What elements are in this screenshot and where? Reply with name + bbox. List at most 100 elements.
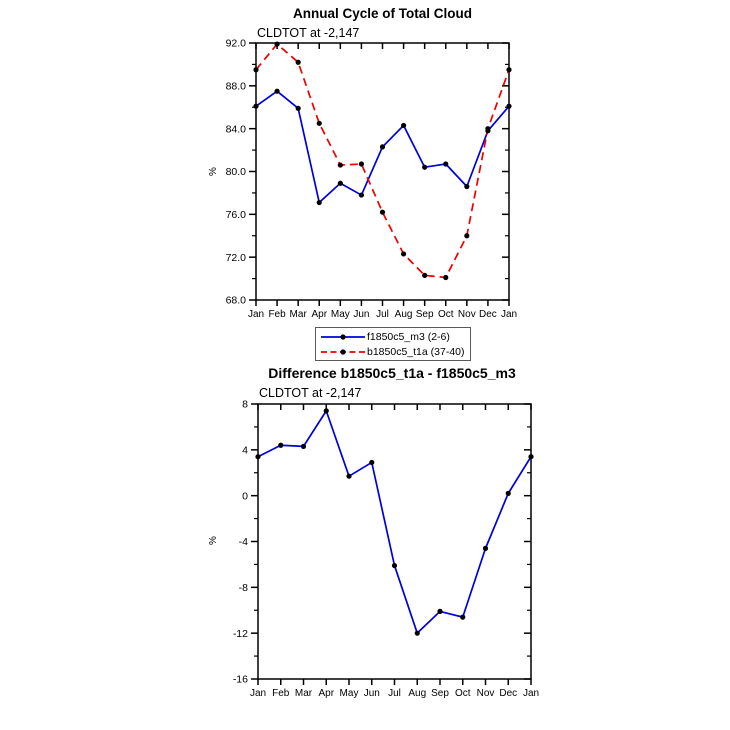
x-tick-label: Mar [295,688,313,699]
x-tick-label: May [340,688,359,699]
plot-border [255,42,510,301]
data-point-marker [358,161,365,167]
data-point-marker [482,545,489,551]
y-tick-label: 88.0 [226,81,247,93]
y-tick-label: 84.0 [226,123,247,135]
data-point-marker [391,562,398,569]
data-point-marker [379,144,386,150]
data-point-marker [464,183,470,190]
data-point-marker [346,473,352,479]
data-point-marker [278,442,284,448]
x-tick-label: Feb [272,688,290,699]
legend-item-f1850c5-m3: f1850c5_m3 (2-6) [319,329,467,344]
data-point-marker [295,59,301,65]
x-tick-label: Apr [318,688,334,699]
data-point-marker [358,192,365,198]
x-tick-label: Jan [523,688,539,699]
data-point-marker [337,162,343,168]
data-point-marker [460,614,466,620]
x-tick-label: Jun [353,309,369,320]
x-tick-label: Oct [455,688,471,699]
legend: f1850c5_m3 (2-6) b1850c5_t1a (37-40) [315,327,471,361]
data-point-marker [414,630,420,636]
y-tick-label: 76.0 [226,209,247,221]
x-tick-label: May [331,309,350,320]
x-tick-label: Jan [250,688,266,699]
data-point-marker [464,233,470,239]
y-tick-label: 8 [242,399,248,411]
x-tick-label: Mar [290,309,308,320]
bottom-chart-title: Difference b1850c5_t1a - f1850c5_m3 [268,365,516,381]
bottom-chart-y-axis-label: % [207,536,219,545]
x-tick-label: Jun [364,688,380,699]
data-point-marker [369,459,375,466]
x-tick-label: Dec [479,309,497,320]
y-tick-label: -16 [233,674,248,686]
y-tick-label: 92.0 [226,38,247,50]
data-point-marker [253,103,259,109]
data-point-marker [253,67,259,73]
x-tick-label: Jul [388,688,401,699]
legend-dot-marker-icon [340,348,346,355]
data-point-marker [316,199,322,206]
bottom-chart-subtitle: CLDTOT at -2,147 [259,386,362,400]
data-point-marker [437,608,443,614]
data-point-marker [337,180,343,186]
series-line-dashed [255,43,510,279]
data-point-marker [323,408,329,414]
legend-item-b1850c5-t1a: b1850c5_t1a (37-40) [319,344,467,359]
data-point-marker [379,209,386,215]
x-tick-label: Aug [408,688,426,699]
data-point-marker [255,454,261,460]
y-tick-label: -4 [239,536,248,548]
x-tick-label: Jan [501,309,517,320]
top-chart-subtitle: CLDTOT at -2,147 [257,26,360,40]
plot-border [257,403,532,680]
y-tick-label: 72.0 [226,252,247,264]
x-tick-label: Aug [395,309,413,320]
data-point-marker [422,164,428,170]
data-point-marker [300,443,307,449]
data-point-marker [400,251,407,257]
y-tick-label: 68.0 [226,295,247,307]
x-tick-label: Apr [311,309,327,320]
y-tick-label: 4 [242,445,248,457]
series-line-solid [257,410,532,635]
top-chart-y-axis-label: % [207,167,219,176]
data-point-marker [528,454,534,460]
x-tick-label: Feb [268,309,286,320]
data-point-marker [400,122,407,129]
legend-swatch-dashed [321,348,365,355]
legend-swatch-solid [321,333,365,340]
x-tick-label: Nov [477,688,495,699]
x-tick-label: Sep [431,688,449,699]
x-tick-label: Sep [416,309,434,320]
y-tick-label: 80.0 [226,166,247,178]
data-point-marker [506,103,512,109]
data-point-marker [506,67,512,73]
legend-label-b1850c5-t1a: b1850c5_t1a (37-40) [367,345,465,358]
data-point-marker [422,272,428,278]
data-point-marker [485,126,491,132]
y-tick-label: -8 [239,582,248,594]
x-tick-label: Oct [438,309,454,320]
y-tick-label: 0 [242,490,248,502]
x-tick-label: Jan [248,309,264,320]
top-chart-title: Annual Cycle of Total Cloud [292,6,472,21]
data-point-marker [274,88,280,94]
x-tick-label: Jul [376,309,389,320]
data-point-marker [316,120,322,126]
data-point-marker [295,105,301,111]
legend-label-f1850c5-m3: f1850c5_m3 (2-6) [367,330,450,343]
legend-dot-marker-icon [340,333,346,340]
y-tick-label: -12 [233,628,248,640]
x-tick-label: Nov [458,309,476,320]
data-point-marker [443,274,449,281]
data-point-marker [274,41,280,47]
x-tick-label: Dec [499,688,517,699]
data-point-marker [505,490,511,496]
